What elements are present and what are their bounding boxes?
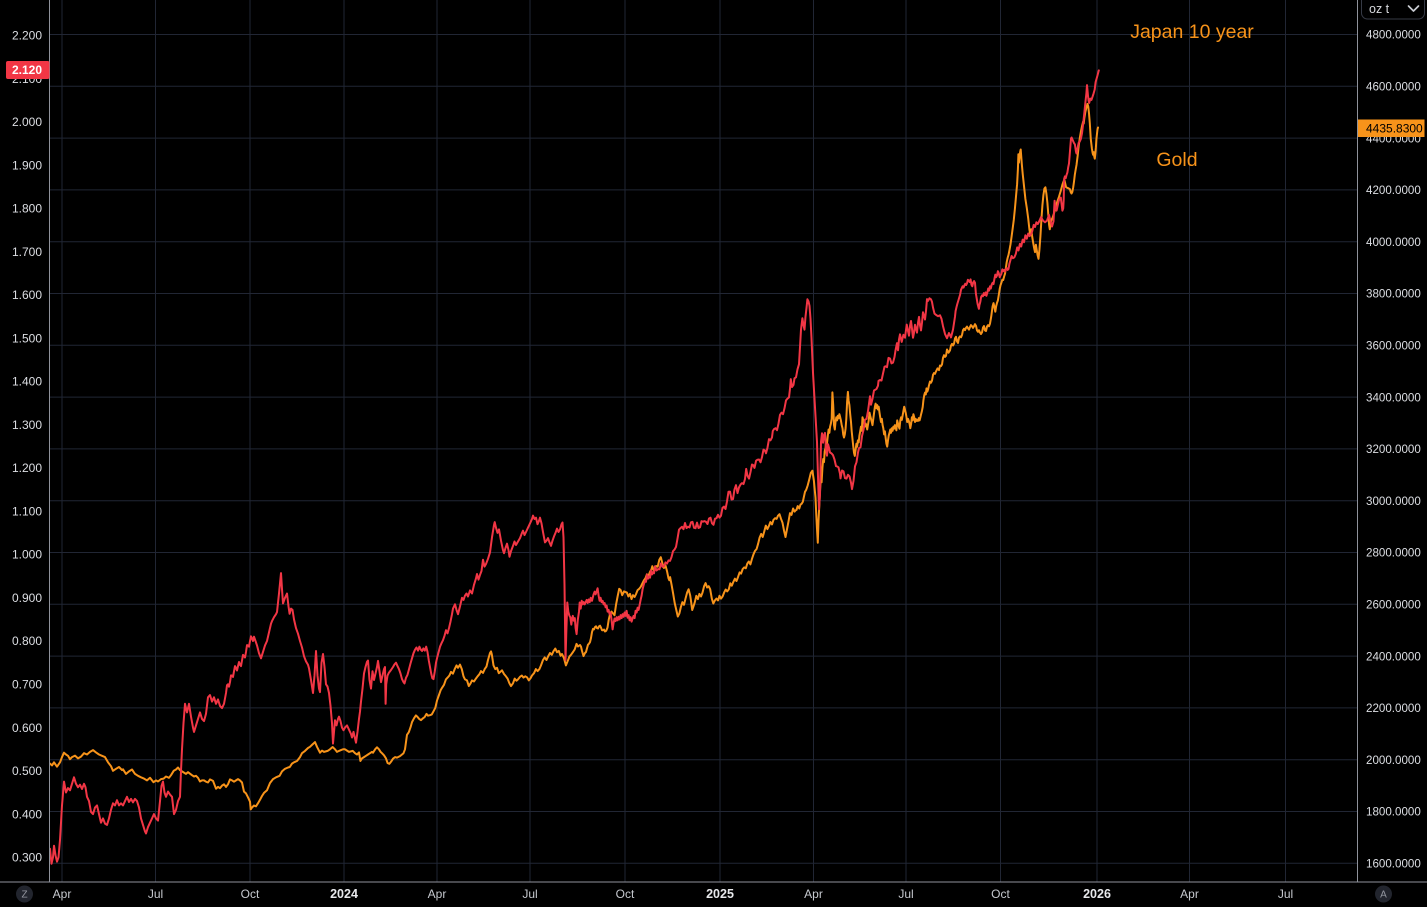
svg-text:Z: Z [21, 890, 27, 901]
svg-text:1.100: 1.100 [12, 505, 42, 519]
svg-text:Apr: Apr [1180, 887, 1199, 901]
svg-text:2024: 2024 [330, 887, 358, 901]
svg-text:3200.0000: 3200.0000 [1366, 443, 1421, 456]
svg-text:Apr: Apr [53, 887, 72, 901]
svg-text:Apr: Apr [804, 887, 823, 901]
svg-text:Jul: Jul [898, 887, 913, 901]
svg-text:2000.0000: 2000.0000 [1366, 754, 1421, 767]
svg-text:oz t: oz t [1369, 2, 1390, 16]
svg-text:Apr: Apr [428, 887, 447, 901]
svg-text:0.400: 0.400 [12, 807, 42, 821]
svg-text:Jul: Jul [148, 887, 163, 901]
svg-text:2.000: 2.000 [12, 115, 42, 129]
svg-text:1600.0000: 1600.0000 [1366, 858, 1421, 871]
svg-text:Gold: Gold [1156, 149, 1197, 171]
svg-text:1.600: 1.600 [12, 288, 42, 302]
svg-text:Oct: Oct [616, 887, 635, 901]
svg-text:2026: 2026 [1083, 887, 1111, 901]
svg-text:1.500: 1.500 [12, 331, 42, 345]
svg-text:0.900: 0.900 [12, 591, 42, 605]
svg-text:0.700: 0.700 [12, 678, 42, 692]
svg-text:4435.8300: 4435.8300 [1366, 122, 1423, 136]
svg-text:1.400: 1.400 [12, 375, 42, 389]
svg-text:2200.0000: 2200.0000 [1366, 702, 1421, 715]
svg-text:2025: 2025 [706, 887, 734, 901]
svg-text:3600.0000: 3600.0000 [1366, 340, 1421, 353]
svg-text:1.700: 1.700 [12, 245, 42, 259]
svg-text:Jul: Jul [1278, 887, 1293, 901]
svg-text:Jul: Jul [522, 887, 537, 901]
svg-text:1.000: 1.000 [12, 548, 42, 562]
svg-text:4600.0000: 4600.0000 [1366, 81, 1421, 94]
svg-text:A: A [1380, 890, 1387, 901]
svg-text:2.120: 2.120 [12, 63, 42, 77]
svg-text:2.200: 2.200 [12, 29, 42, 43]
svg-text:0.300: 0.300 [12, 851, 42, 865]
svg-text:4800.0000: 4800.0000 [1366, 29, 1421, 42]
svg-text:4000.0000: 4000.0000 [1366, 236, 1421, 249]
svg-text:Oct: Oct [991, 887, 1010, 901]
svg-text:3000.0000: 3000.0000 [1366, 495, 1421, 508]
svg-text:4200.0000: 4200.0000 [1366, 184, 1421, 197]
svg-text:3400.0000: 3400.0000 [1366, 391, 1421, 404]
svg-text:2600.0000: 2600.0000 [1366, 599, 1421, 612]
svg-text:0.800: 0.800 [12, 634, 42, 648]
svg-text:Japan 10 year: Japan 10 year [1130, 21, 1254, 43]
svg-text:0.500: 0.500 [12, 764, 42, 778]
svg-text:1.900: 1.900 [12, 158, 42, 172]
svg-text:1800.0000: 1800.0000 [1366, 806, 1421, 819]
svg-text:3800.0000: 3800.0000 [1366, 288, 1421, 301]
svg-text:Oct: Oct [241, 887, 260, 901]
svg-text:2400.0000: 2400.0000 [1366, 650, 1421, 663]
svg-text:1.800: 1.800 [12, 202, 42, 216]
svg-text:1.200: 1.200 [12, 461, 42, 475]
svg-text:1.300: 1.300 [12, 418, 42, 432]
svg-text:0.600: 0.600 [12, 721, 42, 735]
svg-text:2800.0000: 2800.0000 [1366, 547, 1421, 560]
